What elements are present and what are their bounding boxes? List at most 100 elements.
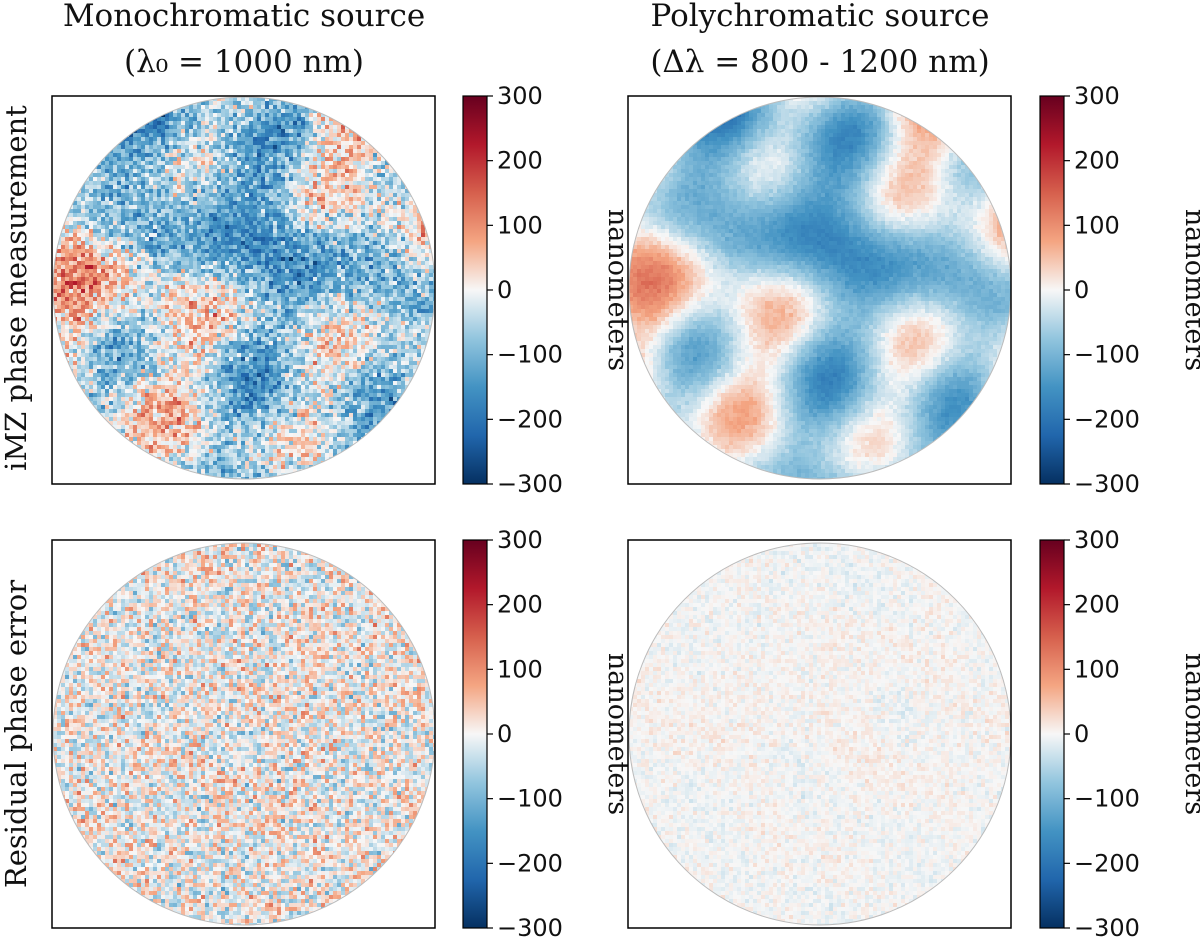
heatmap-cell xyxy=(305,145,309,149)
heatmap-cell xyxy=(97,213,101,217)
heatmap-cell xyxy=(389,209,393,213)
heatmap-cell xyxy=(237,317,241,321)
heatmap-cell xyxy=(317,141,321,145)
heatmap-cell xyxy=(117,157,121,161)
heatmap-cell xyxy=(193,129,197,133)
heatmap-cell xyxy=(173,213,177,217)
heatmap-cell xyxy=(417,333,421,337)
heatmap-cell xyxy=(365,237,369,241)
heatmap-cell xyxy=(429,253,433,257)
heatmap-cell xyxy=(301,289,305,293)
heatmap-cell xyxy=(221,137,225,141)
heatmap-cell xyxy=(421,237,425,241)
heatmap-cell xyxy=(201,173,205,177)
heatmap-cell xyxy=(313,297,317,301)
heatmap-cell xyxy=(205,121,209,125)
heatmap-cell xyxy=(265,137,269,141)
heatmap-cell xyxy=(137,333,141,337)
heatmap-cell xyxy=(345,133,349,137)
heatmap-cell xyxy=(101,305,105,309)
heatmap-cell xyxy=(217,241,221,245)
heatmap-cell xyxy=(285,189,289,193)
heatmap-cell xyxy=(265,117,269,121)
heatmap-cell xyxy=(221,305,225,309)
heatmap-cell xyxy=(113,241,117,245)
heatmap-cell xyxy=(349,305,353,309)
heatmap-cell xyxy=(141,257,145,261)
heatmap-cell xyxy=(77,241,81,245)
heatmap-cell xyxy=(189,301,193,305)
heatmap-cell xyxy=(229,217,233,221)
heatmap-cell xyxy=(285,245,289,249)
heatmap-cell xyxy=(241,301,245,305)
heatmap-cell xyxy=(353,221,357,225)
heatmap-cell xyxy=(105,205,109,209)
heatmap-cell xyxy=(73,273,77,277)
heatmap-cell xyxy=(141,161,145,165)
heatmap-cell xyxy=(369,305,373,309)
heatmap-cell xyxy=(309,205,313,209)
heatmap-cell xyxy=(385,173,389,177)
heatmap-cell xyxy=(137,289,141,293)
heatmap-cell xyxy=(253,325,257,329)
heatmap-cell xyxy=(229,97,233,101)
heatmap-cell xyxy=(165,269,169,273)
heatmap-cell xyxy=(165,277,169,281)
heatmap-cell xyxy=(121,189,125,193)
heatmap-cell xyxy=(365,337,369,341)
heatmap-cell xyxy=(121,157,125,161)
heatmap-cell xyxy=(225,325,229,329)
heatmap-cell xyxy=(225,181,229,185)
heatmap-cell xyxy=(329,145,333,149)
heatmap-cell xyxy=(121,161,125,165)
heatmap-cell xyxy=(161,221,165,225)
heatmap-cell xyxy=(77,249,81,253)
heatmap-cell xyxy=(129,289,133,293)
heatmap-cell xyxy=(337,269,341,273)
heatmap-cell xyxy=(389,281,393,285)
heatmap-cell xyxy=(373,269,377,273)
heatmap-cell xyxy=(273,305,277,309)
heatmap-cell xyxy=(69,225,73,229)
heatmap-cell xyxy=(429,273,433,277)
heatmap-cell xyxy=(273,173,277,177)
heatmap-cell xyxy=(301,149,305,153)
heatmap-cell xyxy=(205,261,209,265)
heatmap-cell xyxy=(209,289,213,293)
heatmap-cell xyxy=(237,233,241,237)
heatmap-cell xyxy=(149,273,153,277)
heatmap-cell xyxy=(337,185,341,189)
heatmap-cell xyxy=(401,285,405,289)
heatmap-cell xyxy=(245,325,249,329)
heatmap-cell xyxy=(397,333,401,337)
heatmap-cell xyxy=(141,329,145,333)
heatmap-cell xyxy=(237,181,241,185)
heatmap-cell xyxy=(401,297,405,301)
heatmap-cell xyxy=(157,333,161,337)
heatmap-cell xyxy=(229,297,233,301)
heatmap-cell xyxy=(109,329,113,333)
heatmap-cell xyxy=(217,117,221,121)
heatmap-cell xyxy=(241,173,245,177)
heatmap-cell xyxy=(261,245,265,249)
heatmap-cell xyxy=(101,277,105,281)
heatmap-cell xyxy=(313,265,317,269)
heatmap-cell xyxy=(309,289,313,293)
heatmap-cell xyxy=(397,325,401,329)
heatmap-cell xyxy=(241,149,245,153)
heatmap-cell xyxy=(405,221,409,225)
heatmap-cell xyxy=(225,173,229,177)
heatmap-cell xyxy=(189,337,193,341)
heatmap-cell xyxy=(57,245,61,249)
heatmap-cell xyxy=(285,225,289,229)
heatmap-cell xyxy=(225,281,229,285)
heatmap-cell xyxy=(305,225,309,229)
heatmap-cell xyxy=(201,209,205,213)
heatmap-cell xyxy=(253,205,257,209)
heatmap-cell xyxy=(145,225,149,229)
heatmap-cell xyxy=(233,125,237,129)
heatmap-cell xyxy=(77,277,81,281)
heatmap-cell xyxy=(305,265,309,269)
heatmap-cell xyxy=(325,133,329,137)
heatmap-cell xyxy=(129,321,133,325)
